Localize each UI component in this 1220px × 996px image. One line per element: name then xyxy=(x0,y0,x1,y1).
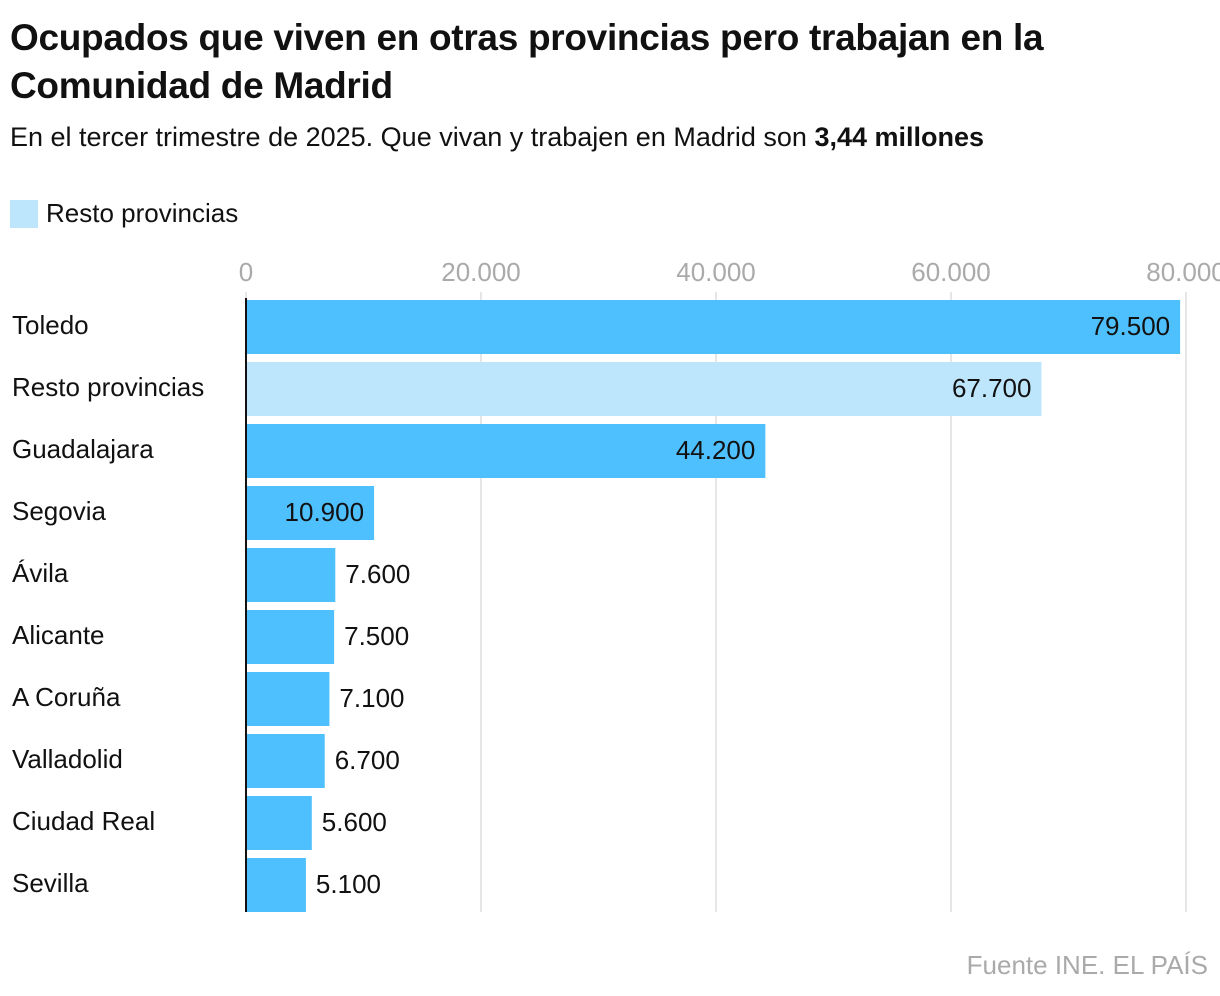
value-label: 6.700 xyxy=(335,745,400,775)
subtitle-highlight: 3,44 millones xyxy=(814,122,985,152)
value-label: 7.100 xyxy=(339,683,404,713)
x-tick-label: 20.000 xyxy=(441,257,521,287)
value-label: 5.100 xyxy=(316,869,381,899)
y-tick-label: A Coruña xyxy=(12,682,121,712)
bar xyxy=(246,734,325,788)
y-tick-label: Sevilla xyxy=(12,868,89,898)
y-tick-label: Valladolid xyxy=(12,744,123,774)
y-tick-label: Toledo xyxy=(12,310,89,340)
value-label: 67.700 xyxy=(952,373,1032,403)
value-label: 79.500 xyxy=(1091,311,1171,341)
subtitle: En el tercer trimestre de 2025. Que viva… xyxy=(10,122,1210,153)
bar xyxy=(246,858,306,912)
value-label: 7.600 xyxy=(345,559,410,589)
source: Fuente INE. EL PAÍS xyxy=(967,950,1208,980)
y-tick-label: Guadalajara xyxy=(12,434,154,464)
x-tick-label: 60.000 xyxy=(911,257,991,287)
bar xyxy=(246,610,335,664)
x-tick-label: 0 xyxy=(239,257,253,287)
subtitle-text: En el tercer trimestre de 2025. Que viva… xyxy=(10,122,807,152)
y-tick-label: Resto provincias xyxy=(12,372,204,402)
value-label: 7.500 xyxy=(344,621,409,651)
y-tick-label: Segovia xyxy=(12,496,106,526)
value-label: 44.200 xyxy=(676,435,756,465)
legend-label: Resto provincias xyxy=(46,198,239,228)
value-label: 5.600 xyxy=(322,807,387,837)
bar xyxy=(246,300,1181,354)
legend-swatch xyxy=(10,199,38,228)
x-tick-label: 40.000 xyxy=(676,257,756,287)
bar xyxy=(246,486,375,540)
legend: Resto provincias xyxy=(10,198,238,229)
bar xyxy=(246,672,330,726)
bar xyxy=(246,796,312,850)
bar xyxy=(246,424,766,478)
header: Ocupados que viven en otras provincias p… xyxy=(10,14,1210,153)
value-label: 10.900 xyxy=(285,497,365,527)
y-tick-label: Ávila xyxy=(12,558,69,588)
bar xyxy=(246,548,336,602)
chart-title: Ocupados que viven en otras provincias p… xyxy=(10,17,1044,106)
bar xyxy=(246,362,1042,416)
y-tick-label: Ciudad Real xyxy=(12,806,155,836)
x-tick-label: 80.000 xyxy=(1146,257,1220,287)
y-tick-label: Alicante xyxy=(12,620,105,650)
